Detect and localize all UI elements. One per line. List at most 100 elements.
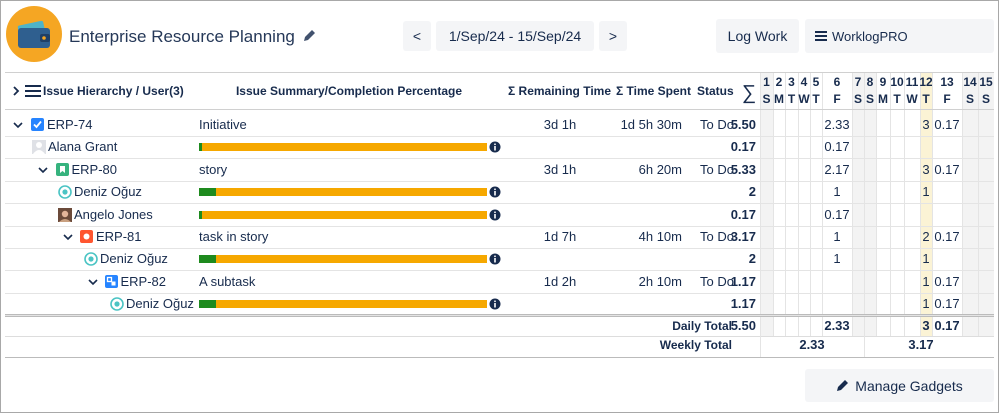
info-icon[interactable] <box>489 253 501 265</box>
progress-done <box>199 188 217 197</box>
day-value: 1 <box>922 251 930 267</box>
column-header: Issue Summary/Completion Percentage <box>235 84 463 98</box>
date-range[interactable]: 1/Sep/24 - 15/Sep/24 <box>436 21 594 51</box>
collapse-chevron[interactable] <box>88 277 98 287</box>
collapse-chevron[interactable] <box>63 232 73 242</box>
time-spent: 4h 10m <box>638 229 682 244</box>
menu-icon <box>815 31 827 41</box>
column-header: ∑ <box>741 82 757 104</box>
day-weekday: F <box>943 92 951 106</box>
menu-button[interactable]: WorklogPRO <box>805 19 994 53</box>
info-icon[interactable] <box>489 209 501 221</box>
grid-line <box>5 336 994 337</box>
day-column-line <box>962 73 963 336</box>
collapse-chevron[interactable] <box>13 120 23 130</box>
week-line <box>864 336 865 357</box>
edit-icon[interactable] <box>302 29 316 43</box>
progress-track <box>199 255 487 264</box>
day-column-bg <box>760 73 773 336</box>
issue-type-icon <box>79 229 94 244</box>
day-weekday: T <box>922 92 930 106</box>
row-total: 0.17 <box>730 139 756 155</box>
day-value: 0.17 <box>824 206 850 222</box>
issue-key: ERP-81 <box>96 229 142 244</box>
issue-summary: task in story <box>199 229 269 244</box>
log-work-button[interactable]: Log Work <box>716 19 799 53</box>
issue-type-icon <box>30 117 45 132</box>
issue-status: To Do <box>700 117 734 132</box>
time-spent: 2h 10m <box>638 273 682 289</box>
day-weekday: W <box>798 92 810 106</box>
grid-line <box>5 315 994 316</box>
day-value: 2 <box>922 229 930 244</box>
day-date: 1 <box>763 75 770 89</box>
day-column-bg <box>864 73 876 336</box>
column-header: Status <box>697 84 734 98</box>
day-column-line <box>978 73 979 336</box>
day-date: 8 <box>866 75 874 89</box>
user-name: Alana Grant <box>48 139 118 155</box>
column-header: Issue Hierarchy / User(3) <box>43 84 184 98</box>
progress-done <box>199 300 217 309</box>
day-weekday: S <box>965 92 975 106</box>
row-total: 5.50 <box>730 117 756 132</box>
day-column-line <box>864 73 865 336</box>
day-value: 0.17 <box>934 273 960 289</box>
day-weekday: T <box>812 92 820 106</box>
row-total: 2 <box>748 184 756 200</box>
day-weekday: S <box>762 92 771 106</box>
weekly-total: 3.17 <box>908 337 934 352</box>
grid-line <box>5 136 994 137</box>
app-logo <box>6 6 62 62</box>
issue-summary: Initiative <box>199 117 247 132</box>
user-avatar <box>58 185 72 199</box>
day-column-line <box>798 73 799 336</box>
expand-all-chevron[interactable] <box>11 85 21 97</box>
day-column-line <box>852 73 853 336</box>
info-icon[interactable] <box>489 298 501 310</box>
day-column-line <box>890 73 891 336</box>
day-date: 9 <box>879 75 887 89</box>
day-date: 11 <box>905 75 919 89</box>
day-value: 1 <box>833 184 841 200</box>
progress-done <box>199 143 202 152</box>
weekly-total: 2.33 <box>799 337 825 352</box>
daily-total-label: Daily Total <box>672 319 732 333</box>
day-date: 12 <box>919 75 933 89</box>
next-button[interactable]: > <box>599 21 627 51</box>
time-spent: 6h 20m <box>638 161 682 177</box>
day-value: 1 <box>922 184 930 200</box>
issue-key: ERP-74 <box>47 117 93 132</box>
day-column-line <box>876 73 877 336</box>
prev-button[interactable]: < <box>403 21 431 51</box>
issue-summary: story <box>199 161 228 177</box>
grid-line <box>5 181 994 182</box>
remaining-time: 1d 2h <box>543 273 577 289</box>
row-total: 2 <box>748 251 756 267</box>
grid-line <box>5 203 994 204</box>
pencil-icon <box>837 380 849 391</box>
progress-track <box>199 143 487 152</box>
day-column-line <box>932 73 933 336</box>
info-icon[interactable] <box>489 141 501 153</box>
issue-key: ERP-82 <box>120 273 167 289</box>
day-value: 0.17 <box>934 229 960 244</box>
day-column-bg <box>962 73 978 336</box>
user-name: Deniz Oğuz <box>74 184 142 200</box>
day-column-line <box>822 73 823 336</box>
day-date: 6 <box>833 75 841 89</box>
day-value: 3 <box>922 117 930 132</box>
info-icon[interactable] <box>489 186 501 198</box>
day-weekday: S <box>981 92 991 106</box>
day-date: 3 <box>788 75 795 89</box>
day-weekday: F <box>833 92 841 106</box>
progress-done <box>199 210 202 219</box>
day-value: 1 <box>922 273 930 289</box>
issue-status: To Do <box>700 273 734 289</box>
progress-done <box>199 255 217 264</box>
grid-line <box>5 226 994 227</box>
collapse-chevron[interactable] <box>38 165 48 175</box>
grid-line <box>5 316 994 317</box>
manage-gadgets-button[interactable]: Manage Gadgets <box>805 369 994 402</box>
day-date: 13 <box>940 75 954 89</box>
